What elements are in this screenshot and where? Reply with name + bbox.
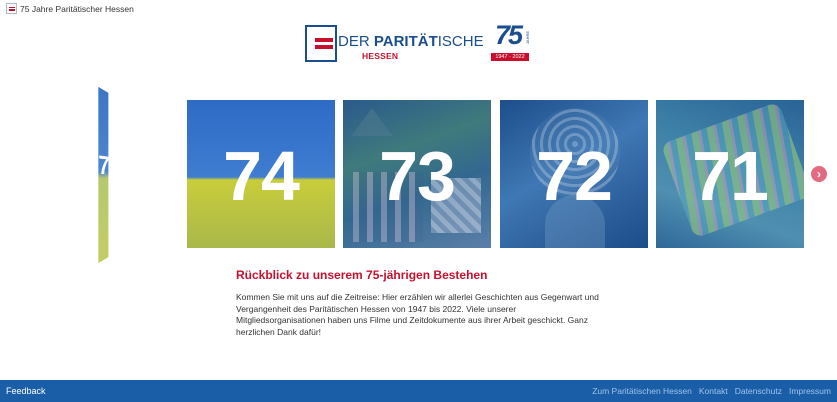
year-tile-74[interactable]: 74	[187, 100, 335, 248]
paritaetischer-favicon-icon	[6, 3, 17, 14]
tile-photo-pavilion	[351, 108, 393, 136]
year-tile-71[interactable]: 71	[656, 100, 804, 248]
tile-photo-sculpture-head	[530, 108, 620, 198]
logo-mark-icon	[305, 25, 337, 62]
chevron-right-icon: ›	[817, 167, 821, 181]
year-tile-73[interactable]: 73	[343, 100, 491, 248]
logo-name-suffix: ISCHE	[437, 33, 484, 50]
anniversary-badge-years: 1947 · 2022	[491, 53, 529, 61]
tile-number: 72	[536, 137, 613, 215]
section-heading: Rückblick zu unserem 75-jährigen Bestehe…	[236, 268, 488, 282]
tab-title-text: 75 Jahre Paritätischer Hessen	[20, 3, 134, 14]
logo-name: DER PARITÄTISCHE	[338, 33, 484, 50]
tile-number: 74	[223, 137, 300, 215]
anniversary-badge-word: JAHRE	[525, 30, 531, 45]
carousel-side-card[interactable]: 75	[98, 86, 119, 264]
footer-links: Zum Paritätischen Hessen Kontakt Datensc…	[592, 386, 831, 396]
footer-link-datenschutz[interactable]: Datenschutz	[734, 386, 782, 396]
tile-photo-banner	[431, 178, 481, 233]
anniversary-badge: 75 JAHRE 1947 · 2022	[491, 19, 531, 63]
tile-photo-sculpture-body	[545, 195, 605, 248]
logo-name-prefix: DER	[338, 33, 374, 50]
year-tile-72[interactable]: 72	[500, 100, 648, 248]
feedback-link[interactable]: Feedback	[6, 386, 46, 396]
browser-tab-title[interactable]: 75 Jahre Paritätischer Hessen	[6, 3, 134, 14]
side-card-number: 75	[98, 149, 119, 181]
paritaetischer-hessen-logo[interactable]: DER PARITÄTISCHE HESSEN 75 JAHRE 1947 · …	[305, 19, 531, 63]
footer-link-paritaetischer[interactable]: Zum Paritätischen Hessen	[592, 386, 692, 396]
logo-subtitle: HESSEN	[362, 51, 399, 61]
intro-text: Kommen Sie mit uns auf die Zeitreise: Hi…	[236, 292, 599, 337]
footer: Feedback Zum Paritätischen Hessen Kontak…	[0, 380, 837, 402]
carousel-next-button[interactable]: ›	[811, 166, 827, 182]
anniversary-badge-number: 75	[495, 20, 523, 50]
footer-link-kontakt[interactable]: Kontakt	[698, 386, 728, 396]
logo-name-bold: PARITÄT	[373, 33, 438, 50]
tile-number: 71	[692, 137, 769, 215]
footer-link-impressum[interactable]: Impressum	[788, 386, 831, 396]
tile-number: 73	[379, 137, 456, 215]
tile-photo-people	[353, 172, 423, 242]
